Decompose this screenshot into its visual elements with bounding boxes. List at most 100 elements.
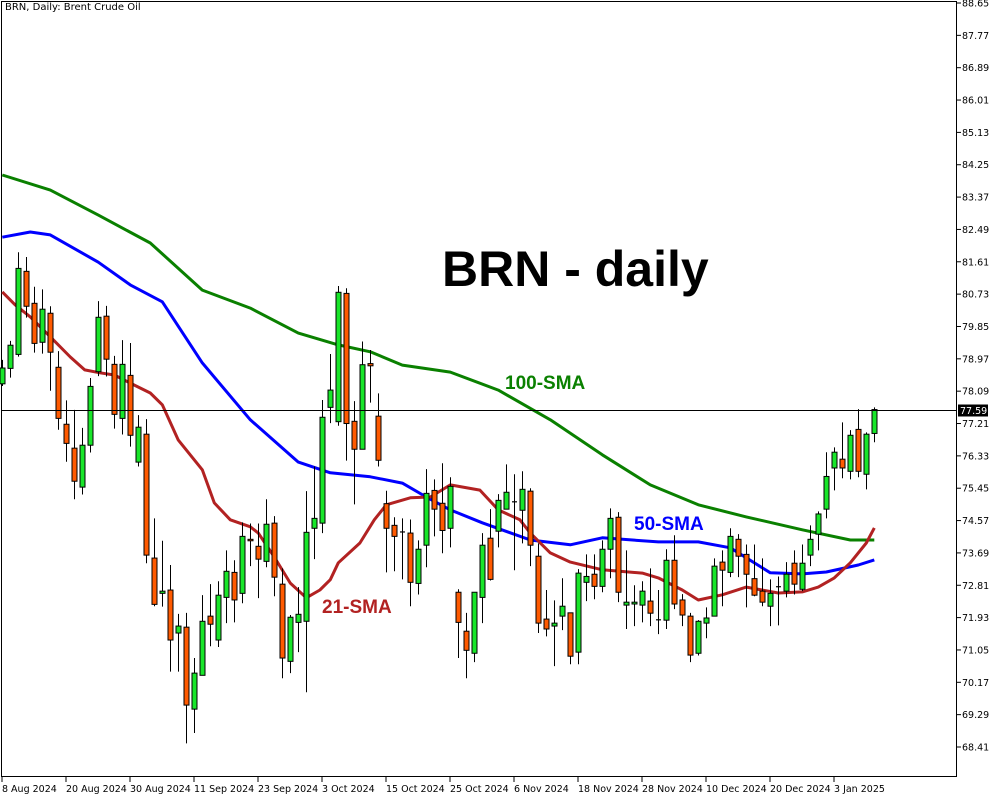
candle (767, 579, 774, 627)
candle (343, 288, 350, 461)
candle (471, 591, 478, 663)
candle-body-bullish (623, 601, 630, 606)
candle-body-bullish (263, 523, 270, 562)
candle (0, 359, 6, 387)
y-tick-label: 86.89 (962, 63, 989, 74)
candle-body-bearish (111, 363, 118, 415)
candle-body-bullish (583, 575, 590, 583)
x-tick-label: 18 Nov 2024 (578, 784, 639, 795)
candle-body-bullish (239, 535, 246, 594)
y-tick-label: 77.21 (962, 419, 989, 430)
candle-body-bearish (647, 600, 654, 614)
candle-body-bearish (279, 583, 286, 659)
candle-body-bearish (127, 374, 134, 436)
candle (543, 590, 550, 637)
candle-body-bearish (735, 538, 742, 557)
candle (711, 558, 718, 617)
candle (63, 400, 70, 462)
candle-body-bearish (567, 612, 574, 657)
y-tick-label: 79.85 (962, 322, 989, 333)
candle (615, 512, 622, 603)
candle (519, 471, 526, 544)
last-price-line: 77.59 (1, 404, 988, 417)
candle-body-bullish (479, 544, 486, 598)
candle-body-bearish (407, 532, 414, 583)
candle-body-bullish (711, 565, 718, 617)
candle-body-bullish (767, 592, 774, 607)
candle-body-bearish (855, 428, 862, 472)
candle-body-bullish (503, 491, 510, 510)
candle-body-bullish (191, 672, 198, 710)
candle-body-bullish (447, 485, 454, 529)
candle (351, 401, 358, 505)
candle (367, 350, 374, 403)
candle (23, 257, 30, 318)
y-tick-label: 76.33 (962, 451, 989, 462)
candle-body-bullish (807, 538, 814, 556)
candle-body-bearish (839, 458, 846, 469)
candle (151, 518, 158, 607)
candle (607, 508, 614, 579)
candle-body-bullish (311, 517, 318, 529)
candle (71, 409, 78, 500)
candle (799, 544, 806, 592)
candle (695, 620, 702, 656)
candle-body-bullish (295, 613, 302, 623)
candle-body-bullish (823, 475, 830, 510)
candle (119, 340, 126, 435)
candle-body-bullish (0, 367, 6, 385)
candle-body-bearish (167, 589, 174, 641)
candle (807, 525, 814, 567)
x-tick-label: 3 Oct 2024 (322, 784, 375, 795)
candle-body-bullish (287, 616, 294, 662)
candles (0, 252, 878, 744)
candle-body-bullish (471, 591, 478, 654)
y-tick-label: 84.25 (962, 160, 989, 171)
candle-body-bearish (367, 363, 374, 367)
y-tick-label: 86.01 (962, 96, 989, 107)
y-tick-label: 74.57 (962, 516, 989, 527)
candle (479, 533, 486, 624)
x-tick-label: 11 Sep 2024 (194, 784, 254, 795)
candle (311, 466, 318, 560)
candle (207, 584, 214, 647)
candle (656, 590, 661, 635)
candle-body-bearish (527, 490, 534, 546)
last-price-label: 77.59 (960, 406, 987, 417)
candle-body-bearish (591, 573, 598, 587)
candle (847, 430, 854, 480)
candle (31, 286, 38, 353)
candle-body-bearish (375, 415, 382, 461)
candle (631, 585, 638, 627)
sma50-label: 50-SMA (634, 514, 704, 535)
candle (359, 341, 366, 450)
candle-body-bullish (847, 434, 854, 472)
candle (111, 355, 118, 429)
candle (663, 549, 670, 630)
x-axis: 8 Aug 2024 20 Aug 2024 30 Aug 2024 11 Sep 2… (1, 777, 885, 795)
candle-body-bullish (863, 433, 870, 475)
candle-body-bullish (87, 385, 94, 446)
candle (400, 518, 405, 580)
x-tick-label: 30 Aug 2024 (130, 784, 191, 795)
candle (447, 477, 454, 548)
candle (87, 377, 94, 453)
candle (703, 607, 710, 639)
candle-body-bearish (743, 553, 750, 575)
candle (175, 613, 182, 672)
x-tick-label: 15 Oct 2024 (386, 784, 445, 795)
candle-body-bullish (799, 562, 806, 590)
candle (79, 427, 86, 495)
x-tick-label: 28 Nov 2024 (642, 784, 703, 795)
candle (783, 562, 790, 598)
candle-body-bearish (383, 503, 390, 529)
candle-body-bullish (135, 426, 142, 463)
candle-body-bearish (151, 557, 158, 605)
candle (127, 343, 134, 447)
candle-body-bearish (343, 292, 350, 425)
candle (719, 550, 726, 607)
candle (135, 415, 142, 467)
candle (383, 490, 390, 573)
candle-body-bullish (79, 444, 86, 488)
y-tick-label: 83.37 (962, 193, 989, 204)
